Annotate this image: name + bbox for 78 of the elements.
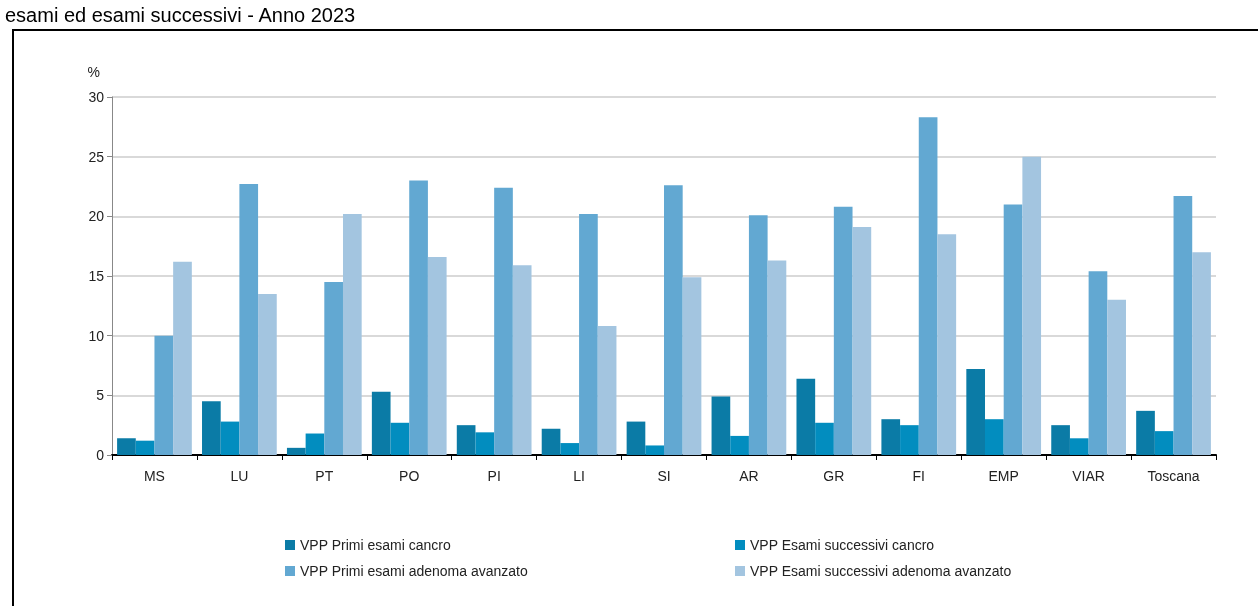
bar [286,447,306,455]
bar [748,215,768,455]
bar [852,227,872,455]
bar [937,234,957,455]
y-tick-label: 20 [88,208,105,225]
y-tick-label: 5 [96,387,105,404]
bar [881,419,901,455]
bar [1136,410,1155,455]
bar [324,281,343,455]
bar [1173,196,1193,455]
bar [682,277,702,455]
y-tick-label: 30 [88,89,105,105]
bar [626,421,646,455]
bar [371,391,391,455]
x-tick-label: PO [399,468,420,484]
x-tick-label: LI [573,468,585,484]
bar [815,422,834,455]
bar [579,213,598,455]
bar [1051,425,1070,455]
bar [918,117,938,455]
bar [220,421,240,455]
bar [475,432,495,455]
bar [711,396,731,455]
bar [767,260,787,455]
x-tick-label: EMP [988,468,1019,484]
bar [409,180,428,455]
bar [305,433,325,455]
bar [966,369,986,455]
bar [796,378,816,455]
bar [494,187,513,455]
y-tick-label: 15 [88,268,105,284]
y-tick-label: 10 [88,327,105,344]
x-tick-label: VIAR [1072,468,1105,484]
bar [730,435,749,455]
bar [512,265,532,455]
bar [664,185,683,455]
y-axis-title: % [87,64,100,80]
bar [342,213,362,455]
chart-title: esami ed esami successivi - Anno 2023 [5,4,356,26]
bar [258,293,277,455]
bar [900,425,919,455]
y-tick-label: 0 [96,447,105,463]
bar [1107,299,1126,455]
bar [427,256,447,455]
bar [154,335,174,455]
bar [985,419,1004,455]
x-tick-label: AR [739,468,759,484]
x-tick-label: MS [143,468,165,484]
bar [1003,204,1023,455]
bar [541,428,561,455]
x-tick-label: FI [912,468,925,484]
bar [597,326,617,455]
x-tick-label: LU [230,468,249,484]
bar [1088,271,1108,455]
bar [1069,438,1089,455]
bar [645,445,664,455]
y-tick-label: 25 [88,148,105,165]
legend-label: VPP Esami successivi cancro [750,537,935,553]
x-tick-label: SI [657,468,671,484]
bar [1022,156,1042,455]
legend-label: VPP Esami successivi adenoma avanzato [750,563,1012,579]
legend-label: VPP Primi esami adenoma avanzato [300,563,528,579]
bar [833,206,853,455]
bar [117,438,136,455]
bar [456,425,476,455]
x-tick-label: PI [487,468,501,484]
bar [173,261,192,455]
bar [202,401,221,455]
bar [135,440,155,455]
x-tick-label: PT [315,468,334,484]
x-tick-label: Toscana [1147,468,1200,484]
bar [1154,431,1174,455]
bar [239,184,259,455]
bar [390,422,410,455]
bar [1192,252,1211,455]
x-tick-label: GR [823,468,845,484]
bar [560,443,580,455]
legend-label: VPP Primi esami cancro [300,537,451,553]
